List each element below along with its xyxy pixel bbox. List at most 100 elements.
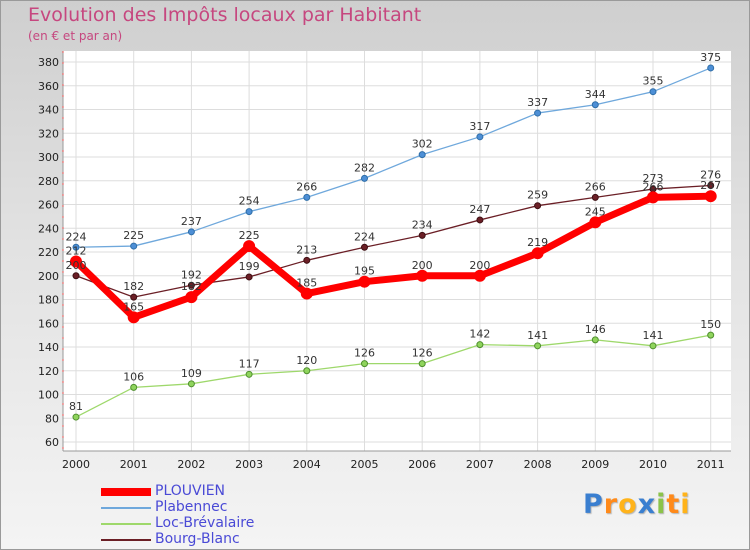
x-tick-label: 2005 xyxy=(351,458,379,471)
legend-swatch xyxy=(101,507,151,509)
y-tick-label: 60 xyxy=(45,436,59,449)
data-label: 266 xyxy=(643,180,664,193)
data-point xyxy=(303,256,311,264)
data-point xyxy=(130,242,138,250)
data-point xyxy=(647,191,659,204)
data-point xyxy=(303,367,311,375)
data-label: 273 xyxy=(643,172,664,185)
data-label: 120 xyxy=(296,354,317,367)
data-label: 81 xyxy=(69,400,83,413)
x-tick-label: 2008 xyxy=(524,458,552,471)
data-label: 192 xyxy=(181,268,202,281)
data-label: 212 xyxy=(66,245,87,258)
data-point xyxy=(72,413,80,421)
data-point xyxy=(591,101,599,109)
data-label: 282 xyxy=(354,161,375,174)
x-tick-label: 2010 xyxy=(639,458,667,471)
data-label: 225 xyxy=(123,229,144,242)
data-point xyxy=(591,193,599,201)
data-point xyxy=(358,275,371,288)
data-label: 317 xyxy=(469,120,490,133)
y-tick-label: 320 xyxy=(38,127,59,140)
legend-label: Bourg-Blanc xyxy=(155,531,240,547)
legend-label: Loc-Brévalaire xyxy=(155,515,255,531)
data-point xyxy=(418,360,426,368)
data-point xyxy=(473,269,486,282)
x-tick-label: 2002 xyxy=(177,458,205,471)
legend-item: PLOUVIEN xyxy=(101,483,401,499)
y-tick-label: 180 xyxy=(38,294,59,307)
data-label: 126 xyxy=(412,347,433,360)
y-tick-label: 140 xyxy=(38,341,59,354)
data-point xyxy=(534,202,542,210)
data-point xyxy=(245,208,253,216)
data-label: 219 xyxy=(527,236,548,249)
data-point xyxy=(476,216,484,224)
x-tick-label: 2006 xyxy=(408,458,436,471)
y-tick-label: 300 xyxy=(38,151,59,164)
y-tick-label: 80 xyxy=(45,412,59,425)
plot-area xyxy=(63,51,731,451)
data-label: 106 xyxy=(123,370,144,383)
data-label: 165 xyxy=(123,300,144,313)
x-tick-label: 2000 xyxy=(62,458,90,471)
data-label: 302 xyxy=(412,138,433,151)
data-label: 344 xyxy=(585,88,606,101)
y-tick-label: 260 xyxy=(38,199,59,212)
data-point xyxy=(245,370,253,378)
y-tick-label: 120 xyxy=(38,365,59,378)
data-label: 213 xyxy=(296,243,317,256)
data-label: 355 xyxy=(643,75,664,88)
data-label: 254 xyxy=(239,195,260,208)
data-point xyxy=(534,109,542,117)
chart-title: Evolution des Impôts locaux par Habitant xyxy=(28,4,422,26)
y-tick-label: 100 xyxy=(38,389,59,402)
data-label: 141 xyxy=(643,329,664,342)
y-tick-label: 280 xyxy=(38,175,59,188)
data-label: 195 xyxy=(354,265,375,278)
y-tick-label: 160 xyxy=(38,317,59,330)
proxiti-logo: Proxiti xyxy=(583,489,691,520)
y-tick-label: 240 xyxy=(38,222,59,235)
data-label: 200 xyxy=(66,259,87,272)
data-point xyxy=(707,331,715,339)
data-point xyxy=(531,247,544,260)
data-point xyxy=(534,342,542,350)
data-point xyxy=(591,336,599,344)
data-label: 126 xyxy=(354,347,375,360)
data-point xyxy=(649,88,657,96)
data-point xyxy=(130,383,138,391)
data-point xyxy=(243,240,256,253)
data-label: 182 xyxy=(181,280,202,293)
series-line xyxy=(75,184,711,298)
legend-swatch xyxy=(101,488,151,496)
data-label: 337 xyxy=(527,96,548,109)
data-label: 266 xyxy=(296,180,317,193)
legend-item: Bourg-Blanc xyxy=(101,531,401,547)
data-point xyxy=(72,272,80,280)
data-label: 150 xyxy=(700,318,721,331)
data-point xyxy=(361,174,368,182)
x-tick-label: 2007 xyxy=(466,458,494,471)
data-point xyxy=(707,182,715,189)
data-point xyxy=(476,133,484,141)
x-tick-label: 2011 xyxy=(697,458,725,471)
data-label: 266 xyxy=(585,180,606,193)
data-label: 234 xyxy=(412,218,433,231)
data-point xyxy=(361,360,368,368)
data-point xyxy=(707,64,715,72)
legend-label: Plabennec xyxy=(155,499,228,515)
data-label: 224 xyxy=(354,230,375,243)
data-point xyxy=(187,380,195,388)
data-point xyxy=(130,293,138,301)
data-point xyxy=(649,342,657,350)
legend-swatch xyxy=(101,539,151,541)
data-point xyxy=(127,311,140,324)
data-point xyxy=(476,341,484,349)
data-label: 182 xyxy=(123,280,144,293)
data-label: 200 xyxy=(469,259,490,272)
data-label: 225 xyxy=(239,229,260,242)
data-point xyxy=(418,231,426,239)
